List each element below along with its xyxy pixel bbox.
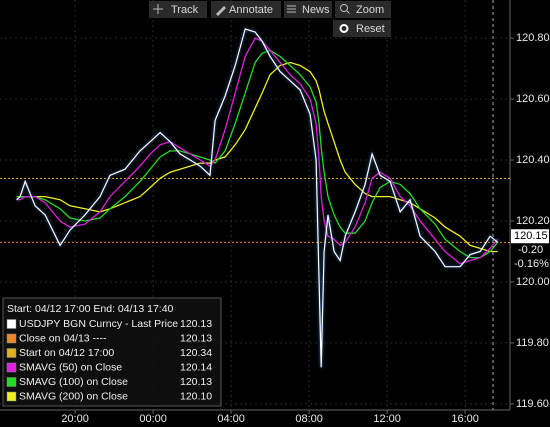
x-tick-label: 04:00 (217, 413, 245, 425)
legend-swatch (6, 362, 17, 373)
button-label[interactable]: Zoom (356, 4, 384, 16)
legend-value: 120.14 (180, 361, 212, 373)
icon (340, 4, 348, 12)
plot (0, 28, 510, 368)
price-line (16, 28, 499, 368)
legend-value: 120.10 (180, 390, 212, 402)
legend-swatch (6, 333, 17, 344)
x-tick-label: 20:00 (61, 413, 89, 425)
news-button[interactable]: News (284, 1, 332, 18)
legend-box (2, 297, 222, 407)
button-bg[interactable] (284, 1, 332, 18)
icon (346, 10, 350, 14)
legend: Start: 04/12 17:00 End: 04/13 17:40 USDJ… (2, 297, 222, 407)
legend-label: Start on 04/12 17:00 (19, 347, 114, 359)
button-label[interactable]: News (302, 4, 330, 16)
zoom-button[interactable]: Zoom (335, 1, 391, 18)
change-pct-label: -0.16% (514, 258, 549, 270)
legend-label: SMAVG (200) on Close (19, 390, 128, 402)
y-tick-label: 120.60 (516, 93, 550, 105)
legend-label: Close on 04/13 ---- (19, 332, 107, 344)
button-bg[interactable] (211, 1, 281, 18)
y-tick-label: 120.80 (516, 32, 550, 44)
legend-swatch (6, 391, 17, 402)
sma-line (16, 37, 499, 265)
legend-label: SMAVG (50) on Close (19, 361, 122, 373)
legend-header: Start: 04/12 17:00 End: 04/13 17:40 (7, 303, 174, 315)
y-tick-label: 120.20 (516, 215, 550, 227)
track-button[interactable]: Track (149, 1, 207, 18)
legend-swatch (6, 319, 17, 329)
last-price-box (511, 229, 549, 244)
y-tick-label: 120.00 (516, 276, 550, 288)
button-label[interactable]: Track (171, 4, 199, 16)
icon (339, 24, 349, 33)
legend-swatch (6, 348, 17, 358)
legend-label: USDJPY BGN Curncy - Last Price (19, 318, 178, 330)
button-label[interactable]: Reset (356, 23, 385, 35)
icon (287, 5, 296, 13)
legend-value: 120.34 (180, 347, 212, 359)
reset-button[interactable]: Reset (333, 20, 391, 37)
legend-swatch (6, 377, 17, 387)
legend-label: SMAVG (100) on Close (19, 376, 128, 388)
sma-line (16, 49, 499, 259)
icon (216, 6, 226, 16)
x-tick-label: 16:00 (451, 413, 479, 425)
legend-value: 120.13 (180, 376, 212, 388)
button-bg[interactable] (149, 1, 207, 18)
x-tick-label: 12:00 (373, 413, 401, 425)
button-bg[interactable] (333, 20, 391, 37)
icon (153, 4, 163, 14)
legend-value: 120.13 (180, 332, 212, 344)
button-bg[interactable] (335, 1, 391, 18)
y-tick-label: 120.40 (516, 154, 550, 166)
sma-line (16, 61, 498, 253)
y-tick-label: 119.80 (516, 337, 549, 349)
toolbar: Track Annotate News Zoom Reset (149, 1, 391, 37)
last-price-label: 120.15 (514, 230, 548, 242)
change-label: -0.20 (518, 244, 543, 256)
x-tick-label: 08:00 (295, 413, 323, 425)
y-tick-label: 119.60 (516, 398, 549, 410)
button-label[interactable]: Annotate (229, 4, 273, 16)
x-tick-label: 00:00 (139, 413, 167, 425)
legend-value: 120.13 (180, 318, 212, 330)
annotate-button[interactable]: Annotate (211, 1, 281, 18)
